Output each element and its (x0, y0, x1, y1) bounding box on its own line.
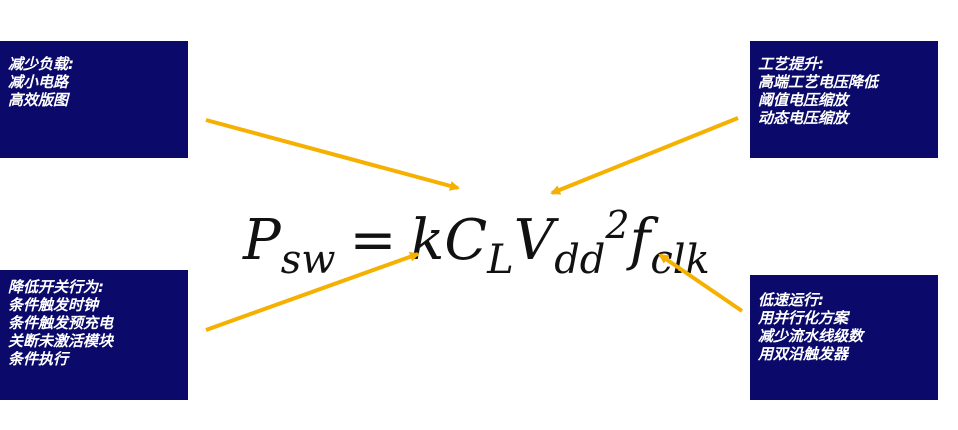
formula-exponent: 2 (605, 203, 630, 247)
power-formula: Psw = kCLVdd2fclk (243, 180, 710, 283)
arrow-switching-to-activity (205, 251, 420, 332)
arrow-process-to-voltage (550, 116, 739, 195)
callout-item: 阈值电压缩放 (758, 91, 849, 109)
formula-p: P (243, 207, 281, 273)
callout-item: 用并行化方案 (758, 309, 849, 327)
callout-item: 用双沿触发器 (758, 345, 849, 363)
callout-title: 低速运行: (758, 291, 824, 309)
callout-low-speed: 低速运行: 用并行化方案 减少流水线级数 用双沿触发器 (750, 275, 938, 400)
callout-item: 关断未激活模块 (8, 332, 114, 350)
callout-item: 动态电压缩放 (758, 109, 849, 127)
callout-item: 条件触发时钟 (8, 296, 99, 314)
callout-item: 条件触发预充电 (8, 314, 114, 332)
arrow-load-to-capacitance (205, 118, 460, 191)
callout-item: 条件执行 (8, 350, 69, 368)
callout-reduce-switching: 降低开关行为: 条件触发时钟 条件触发预充电 关断未激活模块 条件执行 (0, 270, 188, 400)
arrow-speed-to-frequency (658, 253, 744, 313)
callout-item: 减少流水线级数 (758, 327, 864, 345)
callout-item: 高效版图 (8, 91, 69, 109)
callout-item: 减小电路 (8, 73, 69, 91)
formula-sub-l: L (487, 236, 514, 283)
formula-k: k (410, 207, 445, 273)
callout-title: 减少负载: (8, 55, 74, 73)
formula-f: f (629, 207, 651, 273)
formula-c: C (444, 207, 488, 273)
callout-process-improvement: 工艺提升: 高端工艺电压降低 阈值电压缩放 动态电压缩放 (750, 41, 938, 158)
formula-sub-sw: sw (280, 236, 336, 283)
callout-item: 高端工艺电压降低 (758, 73, 879, 91)
callout-title: 工艺提升: (758, 55, 824, 73)
formula-sub-dd: dd (554, 236, 606, 283)
formula-equals: = (349, 207, 397, 273)
callout-title: 降低开关行为: (8, 278, 104, 296)
formula-v: V (513, 207, 555, 273)
callout-reduce-load: 减少负载: 减小电路 高效版图 (0, 41, 188, 158)
